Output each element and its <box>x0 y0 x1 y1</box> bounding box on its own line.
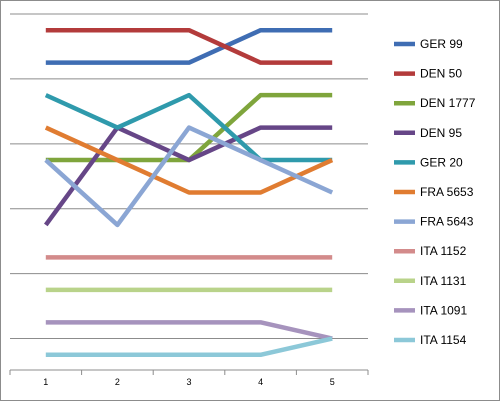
series-line <box>45 320 333 341</box>
legend-label: DEN 1777 <box>420 96 476 110</box>
x-tick-label: 4 <box>258 377 263 387</box>
legend-item: ITA 1091 <box>394 303 467 317</box>
series-line <box>45 27 333 65</box>
series-line <box>44 125 334 228</box>
legend-label: GER 20 <box>420 155 463 169</box>
x-tick-label: 2 <box>115 377 120 387</box>
legend-label: DEN 50 <box>420 67 462 81</box>
legend-item: FRA 5643 <box>394 215 474 229</box>
legend-label: ITA 1131 <box>420 274 467 288</box>
series-line <box>43 125 333 227</box>
x-axis: 1 2 3 4 5 <box>9 369 369 387</box>
series-line <box>44 92 333 163</box>
legend-item: ITA 1131 <box>394 274 467 288</box>
legend-item: GER 20 <box>394 155 463 169</box>
series-line <box>44 125 334 195</box>
legend-label: GER 99 <box>420 37 463 51</box>
legend-label: ITA 1152 <box>420 244 467 258</box>
x-tick-label: 3 <box>186 377 191 387</box>
legend-label: ITA 1091 <box>420 303 467 317</box>
legend-label: DEN 95 <box>420 126 462 140</box>
series-line <box>45 336 333 358</box>
legend-item: DEN 50 <box>394 67 462 81</box>
legend-item: DEN 95 <box>394 126 462 140</box>
series-lines <box>43 27 334 358</box>
legend-label: ITA 1154 <box>420 333 467 347</box>
gridlines <box>10 13 368 340</box>
legend-item: FRA 5653 <box>394 185 474 199</box>
legend-label: FRA 5653 <box>420 185 474 199</box>
series-line <box>45 27 333 65</box>
legend-item: DEN 1777 <box>394 96 476 110</box>
legend: GER 99 DEN 50 DEN 1777 DEN 95 GER 20 FRA 5653… <box>394 37 476 347</box>
legend-label: FRA 5643 <box>420 215 474 229</box>
legend-item: ITA 1154 <box>394 333 467 347</box>
x-tick-label: 5 <box>330 377 335 387</box>
x-tick-label: 1 <box>43 377 48 387</box>
legend-item: GER 99 <box>394 37 463 51</box>
legend-item: ITA 1152 <box>394 244 467 258</box>
